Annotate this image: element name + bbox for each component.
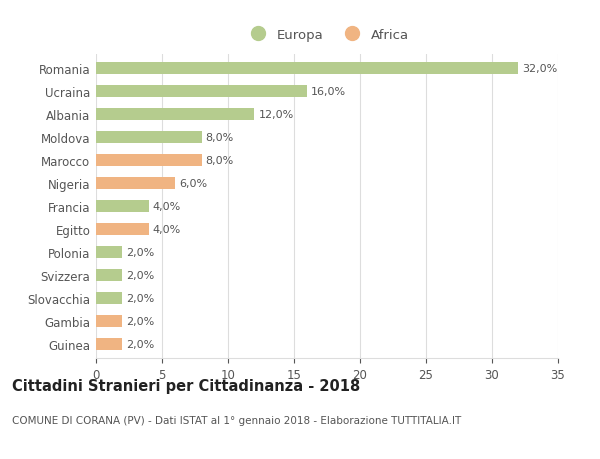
- Bar: [96, 62, 518, 75]
- Bar: [96, 131, 202, 144]
- Bar: [96, 154, 202, 167]
- Text: 2,0%: 2,0%: [127, 316, 155, 326]
- Text: 4,0%: 4,0%: [153, 202, 181, 212]
- Bar: [96, 108, 254, 121]
- Text: 12,0%: 12,0%: [259, 110, 293, 120]
- Text: 8,0%: 8,0%: [206, 133, 234, 143]
- Text: 32,0%: 32,0%: [523, 64, 557, 74]
- Text: 4,0%: 4,0%: [153, 224, 181, 235]
- Text: COMUNE DI CORANA (PV) - Dati ISTAT al 1° gennaio 2018 - Elaborazione TUTTITALIA.: COMUNE DI CORANA (PV) - Dati ISTAT al 1°…: [12, 415, 461, 425]
- Text: Cittadini Stranieri per Cittadinanza - 2018: Cittadini Stranieri per Cittadinanza - 2…: [12, 379, 360, 394]
- Text: 2,0%: 2,0%: [127, 247, 155, 257]
- Bar: [96, 269, 122, 282]
- Legend: Europa, Africa: Europa, Africa: [241, 25, 413, 45]
- Text: 16,0%: 16,0%: [311, 87, 346, 97]
- Bar: [96, 177, 175, 190]
- Bar: [96, 200, 149, 213]
- Text: 6,0%: 6,0%: [179, 179, 207, 189]
- Bar: [96, 292, 122, 305]
- Text: 2,0%: 2,0%: [127, 339, 155, 349]
- Bar: [96, 338, 122, 351]
- Text: 2,0%: 2,0%: [127, 293, 155, 303]
- Bar: [96, 85, 307, 98]
- Bar: [96, 246, 122, 259]
- Text: 2,0%: 2,0%: [127, 270, 155, 280]
- Bar: [96, 223, 149, 236]
- Text: 8,0%: 8,0%: [206, 156, 234, 166]
- Bar: [96, 315, 122, 328]
